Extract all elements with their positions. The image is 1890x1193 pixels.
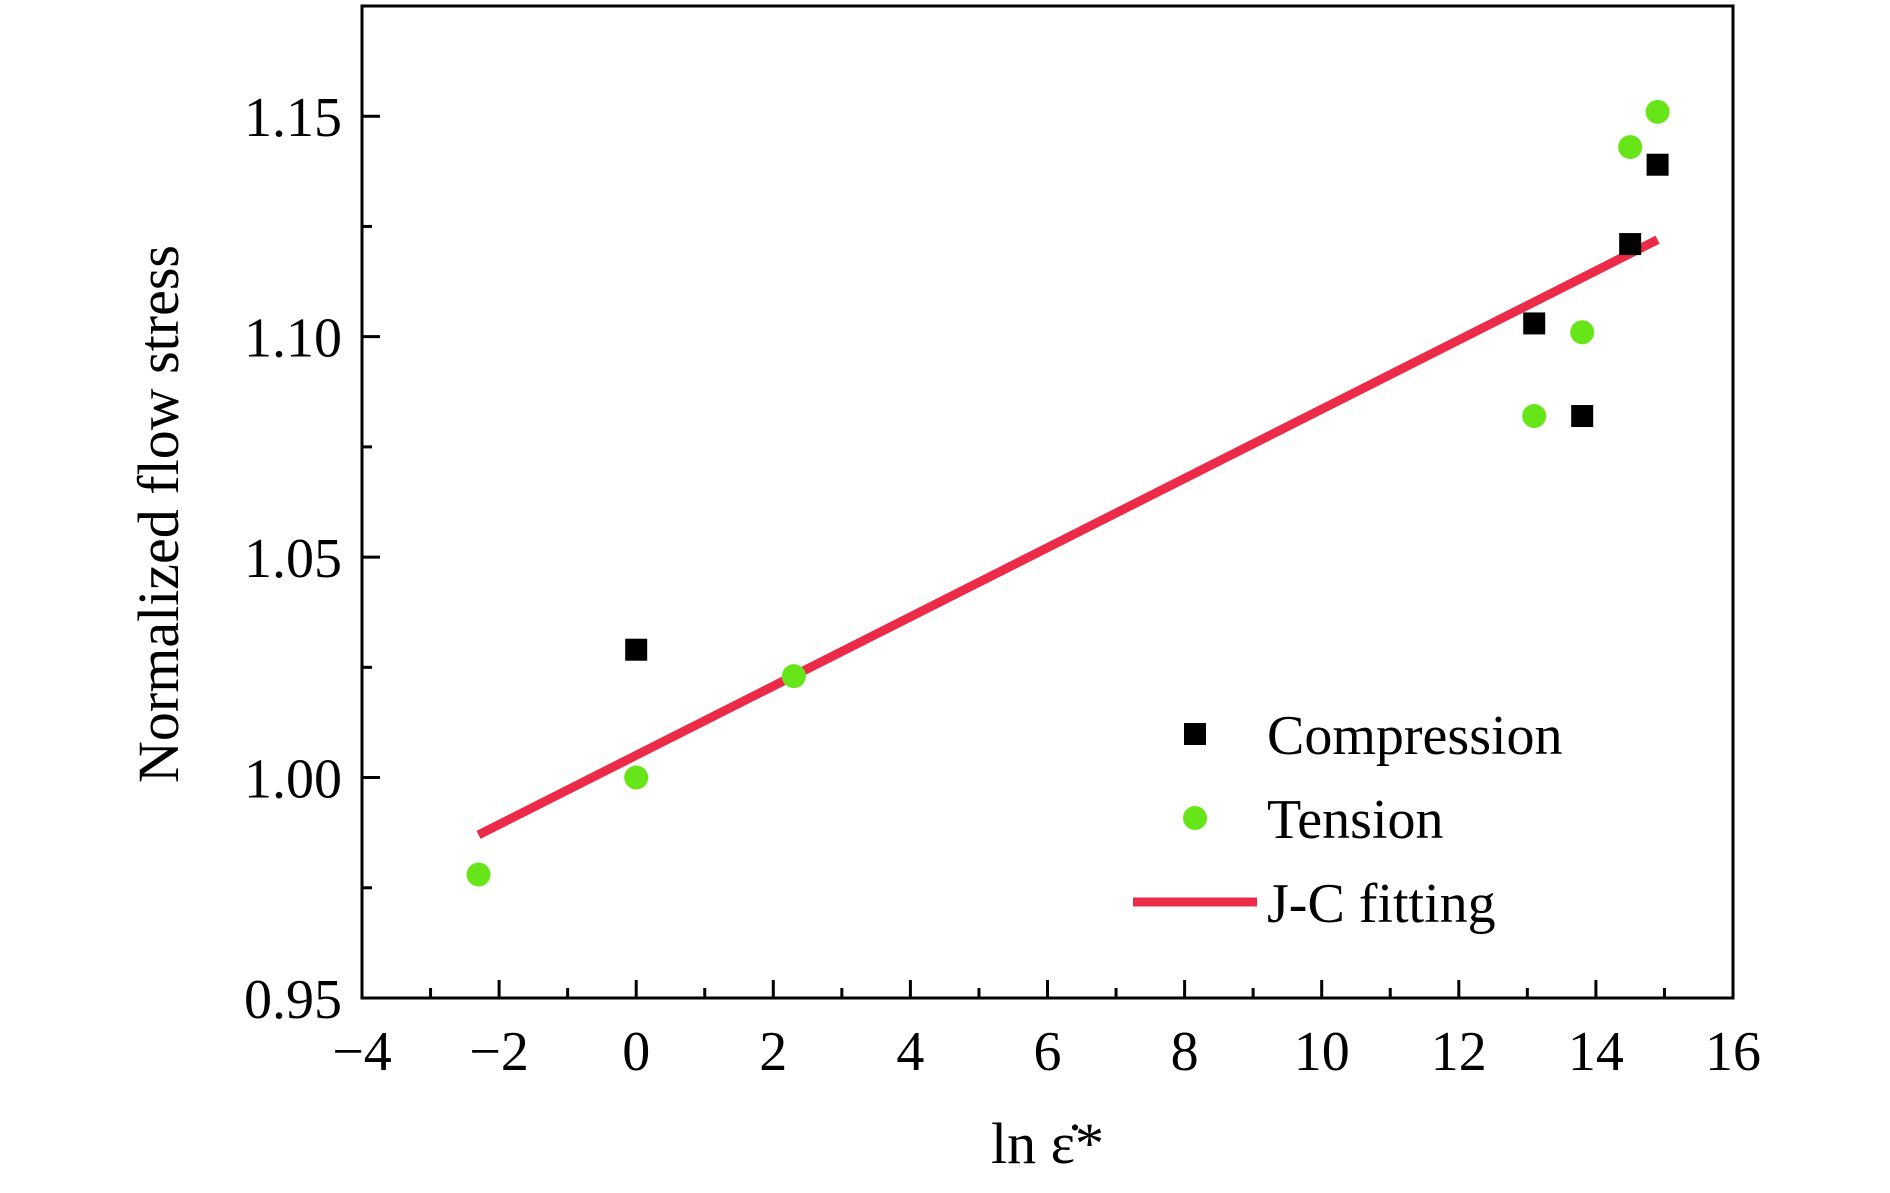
- y-tick-label: 1.05: [244, 528, 342, 590]
- x-tick-label: 14: [1568, 1021, 1624, 1083]
- tension-point: [781, 664, 806, 689]
- y-tick-label: 1.15: [244, 87, 342, 149]
- j-c-fitting-line: [476, 235, 1660, 839]
- x-tick-label: 12: [1431, 1021, 1487, 1083]
- compression-point: [1619, 233, 1642, 256]
- legend-square-swatch: [1184, 723, 1206, 745]
- x-tick-label: 10: [1294, 1021, 1350, 1083]
- y-tick-label: 0.95: [244, 969, 342, 1031]
- compression-point: [1571, 405, 1594, 428]
- x-tick-label: −2: [469, 1021, 529, 1083]
- tension-point: [466, 862, 491, 887]
- x-tick-label: 8: [1171, 1021, 1199, 1083]
- y-axis-title: Normalized flow stress: [126, 245, 191, 783]
- x-tick-label: −4: [332, 1021, 392, 1083]
- x-tick-label: 0: [622, 1021, 650, 1083]
- tension-point: [1570, 320, 1595, 345]
- legend: Compression Tension J-C fitting: [1133, 705, 1563, 935]
- x-tick-label: 6: [1034, 1021, 1062, 1083]
- y-tick-label: 1.00: [244, 749, 342, 811]
- x-tick-label: 4: [896, 1021, 924, 1083]
- legend-circle-swatch: [1183, 806, 1207, 830]
- tension-point: [1645, 99, 1670, 124]
- x-axis-ticks: −4 −2 0 2 4 6 8 10 12 14 16: [332, 980, 1761, 1083]
- tension-point: [624, 765, 649, 790]
- tension-point: [1618, 135, 1643, 160]
- y-tick-label: 1.10: [244, 308, 342, 370]
- x-axis-title: ln ε̇*: [991, 1111, 1104, 1176]
- x-tick-label: 16: [1705, 1021, 1761, 1083]
- y-axis-ticks: 0.95 1.00 1.05 1.10 1.15: [244, 4, 380, 1031]
- legend-label: J-C fitting: [1267, 873, 1496, 935]
- compression-point: [625, 638, 648, 661]
- x-tick-label: 2: [759, 1021, 787, 1083]
- compression-point: [1523, 312, 1546, 335]
- legend-label: Tension: [1267, 789, 1444, 851]
- plot-marks: [466, 99, 1670, 887]
- tension-point: [1522, 404, 1547, 429]
- compression-point: [1646, 153, 1669, 176]
- legend-label: Compression: [1267, 705, 1563, 767]
